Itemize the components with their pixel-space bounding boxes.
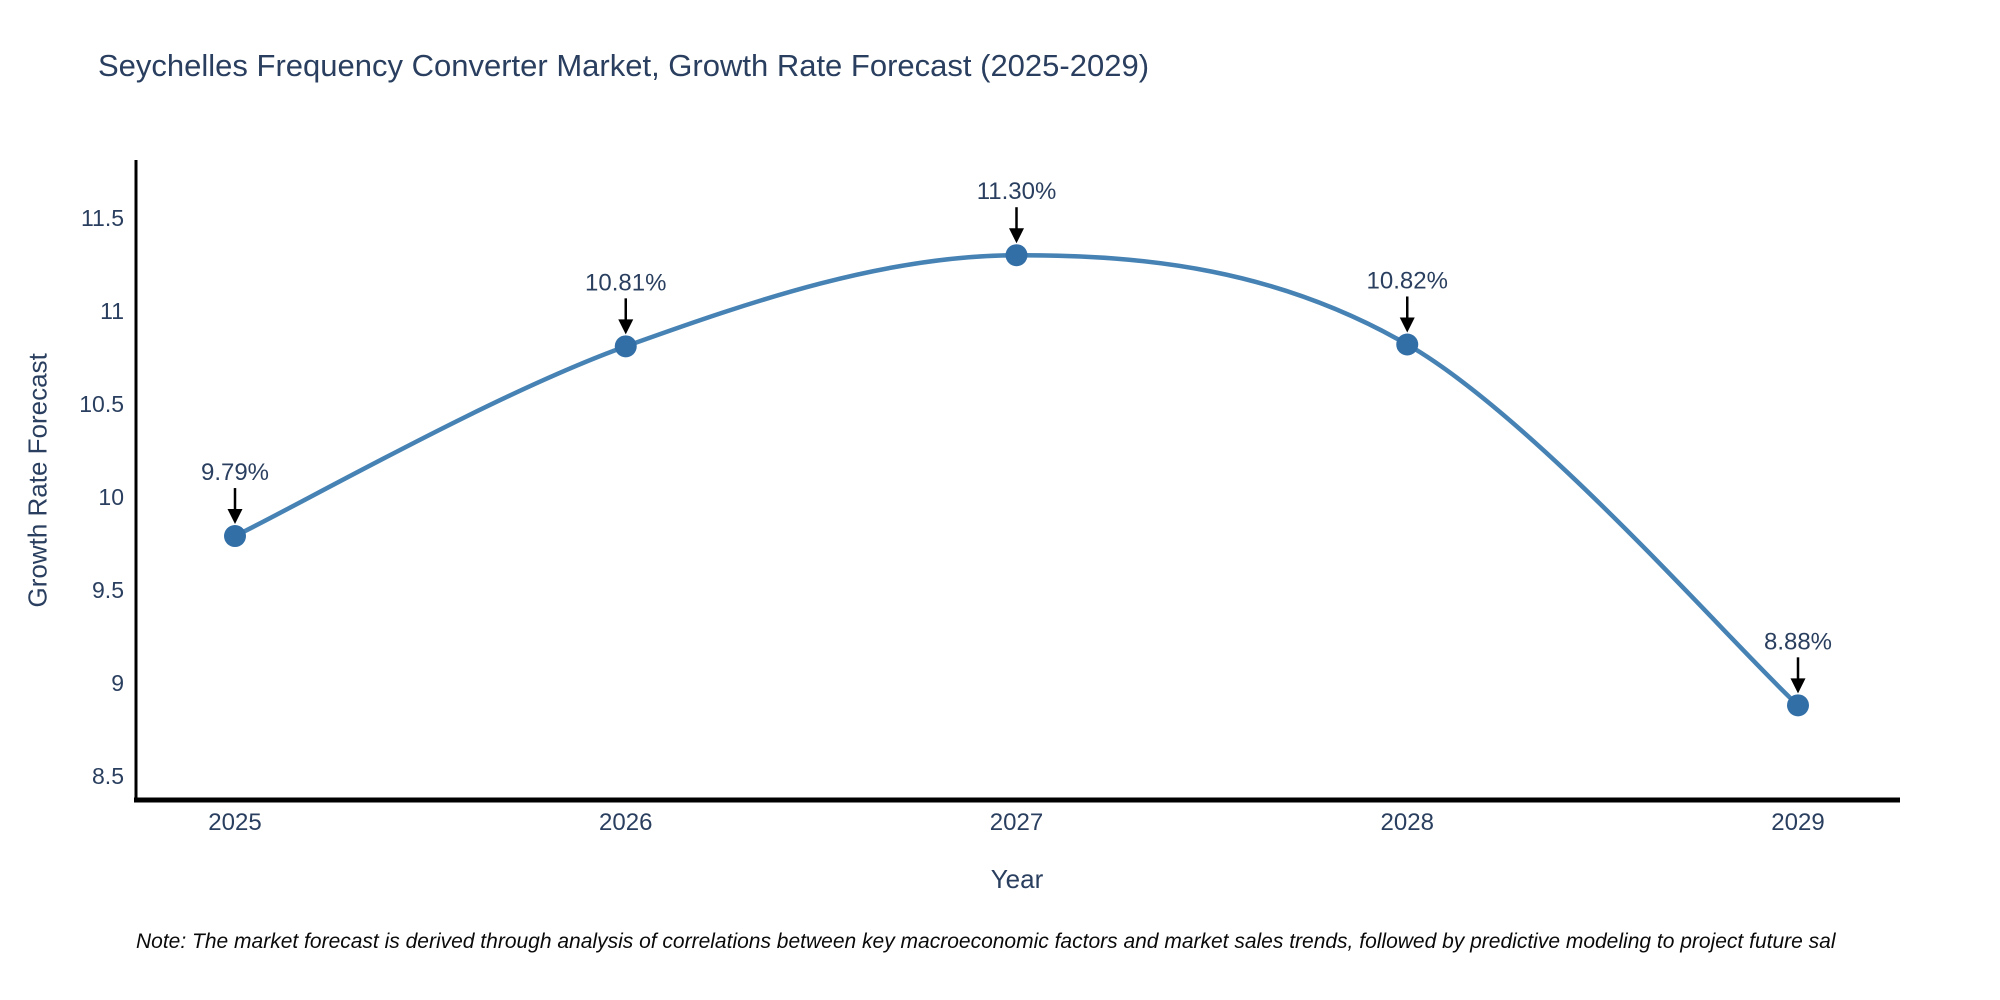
y-tick-label: 8.5	[92, 763, 124, 789]
data-point-marker[interactable]	[614, 335, 637, 358]
data-point-marker[interactable]	[1005, 244, 1028, 267]
growth-rate-series-line	[232, 252, 1801, 708]
y-tick-label: 9.5	[92, 577, 124, 603]
y-tick-label: 11	[100, 298, 124, 324]
y-tick-label: 11.5	[81, 205, 124, 231]
point-value-label: 9.79%	[201, 459, 269, 486]
point-value-label: 11.30%	[977, 178, 1057, 205]
down-arrow-head-icon	[1399, 317, 1415, 333]
down-arrow-head-icon	[618, 319, 634, 335]
x-axis-title: Year	[990, 864, 1044, 894]
point-value-label: 10.82%	[1367, 267, 1448, 294]
x-tick-label: 2029	[1771, 809, 1824, 836]
data-point-marker[interactable]	[1396, 333, 1419, 356]
x-tick-label: 2026	[599, 809, 652, 836]
point-value-label: 10.81%	[585, 269, 666, 296]
data-point-marker[interactable]	[224, 525, 246, 548]
down-arrow-head-icon	[227, 509, 243, 525]
x-tick-label: 2028	[1381, 809, 1434, 836]
y-tick-label: 9	[111, 670, 124, 696]
y-tick-label: 10.5	[79, 391, 124, 417]
y-tick-label: 10	[98, 484, 124, 510]
data-point-marker[interactable]	[1787, 694, 1809, 717]
x-tick-label: 2025	[208, 809, 261, 836]
footnote: Note: The market forecast is derived thr…	[136, 930, 1836, 953]
point-value-label: 8.88%	[1764, 628, 1832, 655]
x-tick-label: 2027	[990, 809, 1043, 836]
down-arrow-head-icon	[1009, 228, 1024, 244]
chart-title: Seychelles Frequency Converter Market, G…	[98, 48, 1150, 83]
down-arrow-head-icon	[1790, 678, 1806, 694]
